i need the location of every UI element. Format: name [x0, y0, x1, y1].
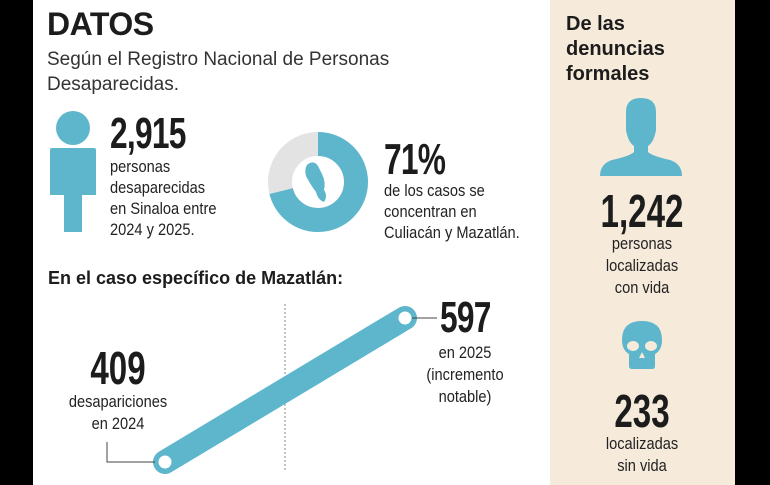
- text-line: con vida: [614, 278, 670, 297]
- subtitle-line: Según el Registro Nacional de Personas: [47, 49, 390, 70]
- text-line: localizadas: [605, 256, 679, 275]
- person-bust-icon: [600, 98, 682, 176]
- text-line: en 2024: [91, 414, 145, 433]
- sidebar-panel: [550, 0, 735, 485]
- text-line: concentran en: [384, 202, 477, 221]
- person-icon: [50, 111, 96, 232]
- subtitle: Según el Registro Nacional de Personas D…: [47, 47, 389, 97]
- dead-value: 233: [614, 385, 670, 437]
- skull-icon: [622, 321, 662, 369]
- text-line: 2024 y 2025.: [110, 220, 195, 239]
- total-value: 2,915: [110, 109, 186, 158]
- text-line: en 2025: [438, 343, 492, 362]
- sinaloa-map-icon: [305, 162, 326, 202]
- text-line: personas: [611, 234, 673, 253]
- point-2025: [398, 311, 412, 325]
- sidebar-heading: De las denuncias formales: [566, 12, 665, 87]
- share-description: de los casos se concentran en Culiacán y…: [384, 180, 520, 243]
- trend-bar: [153, 306, 417, 474]
- share-value: 71%: [384, 135, 446, 184]
- main-panel: [33, 0, 550, 485]
- description-2024: desapariciones en 2024: [66, 391, 169, 435]
- text-line: de los casos se: [384, 181, 485, 200]
- text-line: personas: [110, 157, 171, 176]
- text-line: (incremento: [426, 365, 504, 384]
- share-donut: [268, 132, 368, 232]
- text-line: desaparecidas: [110, 178, 206, 197]
- dead-description: localizadas sin vida: [582, 433, 702, 477]
- text-line: sin vida: [617, 456, 667, 475]
- text-line: desapariciones: [68, 392, 168, 411]
- connector-2024: [106, 442, 155, 463]
- donut-share: [268, 132, 368, 232]
- value-2024: 409: [90, 342, 146, 394]
- text-line: notable): [438, 387, 492, 406]
- text-line: Culiacán y Mazatlán.: [384, 223, 520, 242]
- text-line: en Sinaloa entre: [110, 199, 217, 218]
- text-line: formales: [566, 63, 650, 85]
- text-line: denuncias: [566, 38, 665, 60]
- description-2025: en 2025 (incremento notable): [418, 342, 513, 408]
- mazatlan-heading: En el caso específico de Mazatlán:: [48, 268, 344, 288]
- point-2024: [158, 455, 172, 469]
- alive-value: 1,242: [600, 185, 684, 237]
- text-line: De las: [566, 13, 625, 35]
- page-title: DATOS: [47, 6, 154, 42]
- text-line: localizadas: [605, 434, 679, 453]
- subtitle-line: Desaparecidas.: [47, 74, 180, 95]
- alive-description: personas localizadas con vida: [582, 233, 702, 299]
- total-description: personas desaparecidas en Sinaloa entre …: [110, 156, 216, 240]
- mazatlan-trend: [106, 304, 437, 474]
- value-2025: 597: [440, 293, 491, 342]
